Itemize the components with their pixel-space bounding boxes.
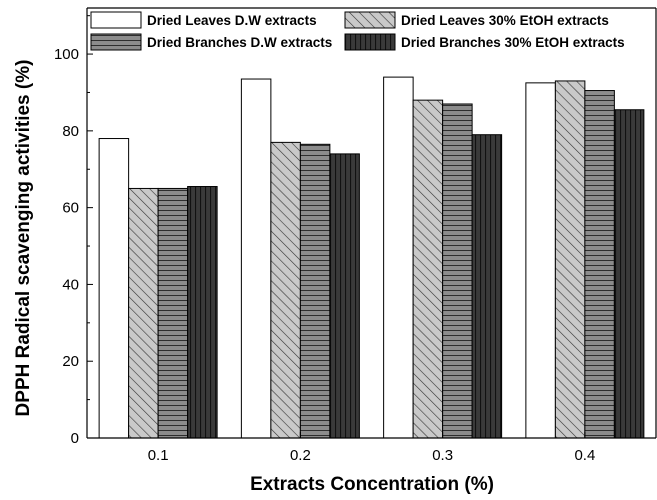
y-tick-label-100: 100 [54,46,79,63]
x-tick-label-0.3: 0.3 [432,447,453,464]
axes-layer: 0 20 40 60 80 100 0.1 0.2 0.3 0.4 [54,7,657,464]
bar-diagonal-0.2 [270,141,301,439]
x-axis-title: Extracts Concentration (%) [250,474,494,495]
x-tick-label-0.1: 0.1 [148,447,169,464]
bar-horizontal-0.3 [442,103,473,439]
bar-horizontal-0.2 [299,143,331,439]
bar-white-0.2 [240,78,272,439]
y-tick-label-20: 20 [62,353,79,370]
legend-label-vertical: Dried Branches 30% EtOH extracts [401,35,625,50]
legend-swatch-vertical [344,33,396,51]
bar-vertical-0.1 [187,186,218,439]
y-tick-label-0: 0 [71,430,79,447]
legend-label-white: Dried Leaves D.W extracts [147,13,317,28]
bar-vertical-0.4 [613,109,645,439]
y-tick-label-40: 40 [62,276,79,293]
bar-diagonal-0.1 [128,187,159,439]
bar-horizontal-0.4 [584,90,615,439]
legend-label-diagonal: Dried Leaves 30% EtOH extracts [401,13,609,28]
y-tick-label-60: 60 [62,200,79,217]
bar-horizontal-0.1 [157,187,189,439]
bar-white-0.1 [98,138,130,439]
bar-vertical-0.3 [471,134,503,439]
bar-diagonal-0.3 [412,99,444,439]
bar-white-0.3 [383,76,414,439]
bars-layer [98,76,645,439]
bar-vertical-0.2 [329,153,360,439]
x-tick-label-0.4: 0.4 [574,447,595,464]
y-tick-label-80: 80 [62,123,79,140]
legend-swatch-diagonal [344,11,396,29]
x-tick-label-0.2: 0.2 [290,447,311,464]
legend-swatch-horizontal [90,33,142,51]
bar-diagonal-0.4 [554,80,586,439]
bar-white-0.4 [525,82,556,439]
legend-swatch-white [90,11,142,29]
legend: Dried Leaves D.W extracts Dried Leaves 30… [90,11,625,51]
y-axis-title: DPPH Radical scavenging activities (%) [13,60,34,417]
legend-label-horizontal: Dried Branches D.W extracts [147,35,332,50]
